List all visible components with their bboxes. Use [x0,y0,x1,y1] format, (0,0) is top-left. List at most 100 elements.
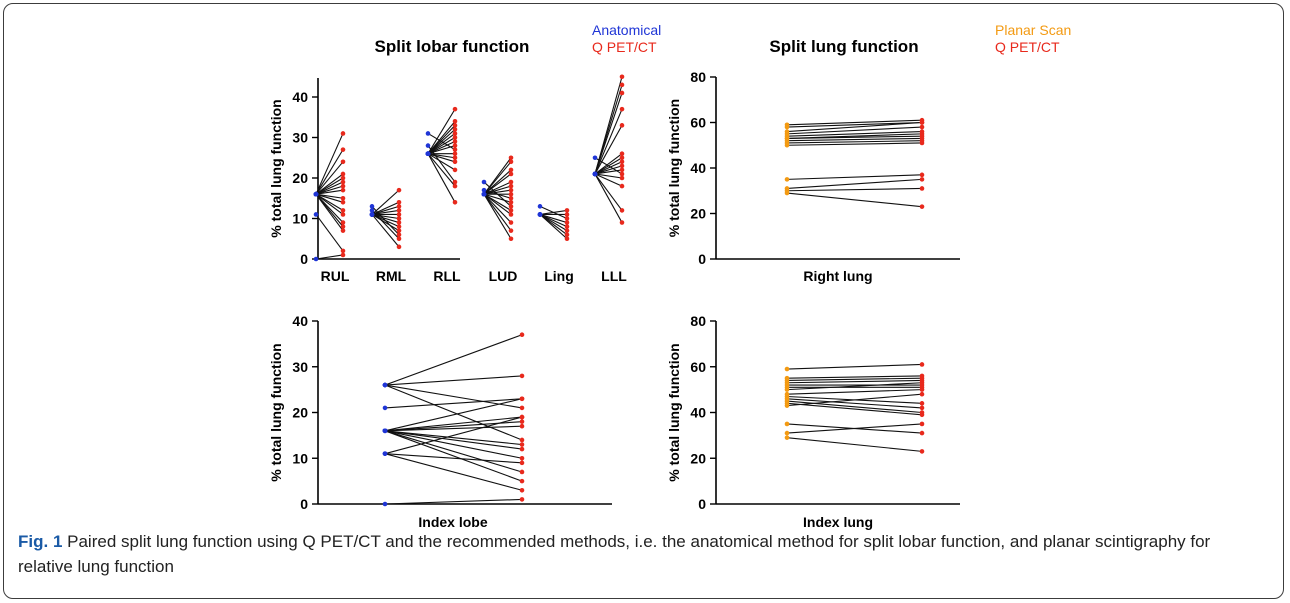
chart-3-xlabel: Index lung [803,514,873,530]
chart-0-point-qpet [564,232,570,237]
chart-3-point-qpet [919,412,925,418]
caption-label: Fig. 1 [18,532,63,551]
chart-0-point-qpet [340,171,346,177]
chart-0-point-qpet [452,106,458,112]
chart-0-point-anatomical [313,191,319,197]
chart-0-point-qpet [619,106,625,112]
chart-2-point-anatomical [382,428,388,434]
chart-1-ytick-label: 40 [690,160,706,176]
chart-2-ytick-label: 10 [292,450,308,466]
chart-0-point-anatomical [481,191,487,197]
figure-frame [3,3,1284,599]
chart-0-ytick-label: 10 [292,211,308,227]
chart-1-pair-line [786,119,923,126]
chart-3-ytick-label: 60 [690,359,706,375]
chart-2-point-qpet [519,332,525,338]
chart-2-point-qpet [519,414,525,420]
chart-0-pair-line [594,108,623,175]
chart-0-ytick-label: 40 [292,89,308,105]
chart-0-pair-line [371,205,400,215]
chart-3-point-planar [784,435,790,440]
chart-0-point-qpet [508,191,514,197]
chart-0-point-qpet [396,232,402,237]
chart-3-pair-line [786,379,923,384]
chart-0-point-qpet [452,179,458,185]
chart-1-ytick-label: 60 [690,115,706,131]
chart-3-pair-line [786,382,923,391]
chart-1-point-qpet [919,124,925,130]
chart-2-point-qpet [519,442,525,447]
chart-0-point-qpet [396,228,402,233]
chart-2-pair-line [384,453,523,464]
chart-0-point-qpet [508,187,514,193]
chart-0-point-qpet [340,228,346,233]
chart-3-point-qpet [919,421,925,427]
chart-0-point-qpet [619,155,625,161]
chart-2-ylabel: % total lung function [268,343,284,481]
chart-1-legend-entry: Planar Scan [995,22,1071,38]
chart-0-point-qpet [564,208,570,213]
chart-0-pair-line [427,145,456,183]
chart-1-point-planar [784,177,790,182]
chart-1-pair-line [786,187,923,192]
chart-0-pair-line [371,213,400,232]
chart-2-pair-line [384,384,523,441]
chart-0-point-qpet [396,244,402,250]
chart-0-pair-line [315,133,344,195]
chart-0-point-qpet [396,216,402,221]
chart-0-category-label: RML [376,268,407,284]
chart-0-point-qpet [619,90,625,96]
chart-0-point-qpet [564,224,570,229]
chart-3-point-planar [784,430,790,436]
chart-0-point-qpet [508,159,514,165]
chart-1-point-planar [784,124,790,130]
chart-3-pair-line [786,393,923,407]
chart-3-pair-line [786,375,923,379]
chart-2-ytick-label: 0 [300,496,308,512]
chart-3-ylabel: % total lung function [666,343,682,481]
chart-1-xlabel: Right lung [803,268,872,284]
chart-3-pair-line [786,377,923,382]
chart-0-pair-line [594,173,623,211]
chart-2-ytick-label: 40 [292,313,308,329]
chart-0-point-qpet [508,179,514,185]
chart-3-point-qpet [919,391,925,397]
chart-1-pair-line [786,140,923,144]
chart-2-pair-line [384,416,523,455]
chart-0-category-label: LUD [489,268,518,284]
chart-0-pair-line [483,161,512,195]
chart-1-point-qpet [919,204,925,209]
chart-3-point-planar [784,421,790,427]
chart-0-pair-line [315,193,344,215]
chart-1-pair-line [786,178,923,190]
chart-0-point-qpet [452,167,458,173]
chart-0-point-anatomical [369,212,375,217]
chart-3-point-qpet [919,380,925,386]
chart-0-ytick-label: 0 [300,251,308,267]
chart-0-point-qpet [508,171,514,177]
chart-0-pair-line [315,177,344,195]
chart-1-pair-line [786,121,923,133]
chart-0-pair-line [427,153,456,203]
chart-1-ylabel: % total lung function [666,99,682,237]
chart-0-pair-line [427,153,456,163]
chart-2-point-anatomical [382,405,388,411]
chart-0-pair-line [539,214,568,240]
chart-0-ytick-label: 30 [292,130,308,146]
chart-0-point-qpet [452,135,458,140]
chart-3-point-planar [784,387,790,392]
chart-2-point-qpet [519,437,525,443]
chart-2-ytick-label: 30 [292,359,308,375]
chart-2-xlabel: Index lobe [418,514,487,530]
chart-0-category-label: RUL [321,268,350,284]
chart-2-pair-line [384,453,523,491]
chart-0-point-qpet [508,167,514,173]
chart-0-legend-entry: Q PET/CT [592,39,657,55]
chart-0-point-qpet [396,187,402,193]
chart-0-point-anatomical [425,131,431,136]
chart-0-pair-line [371,210,400,240]
chart-0-point-qpet [452,183,458,189]
chart-2-pair-line [384,398,523,432]
chart-0-point-qpet [452,147,458,152]
